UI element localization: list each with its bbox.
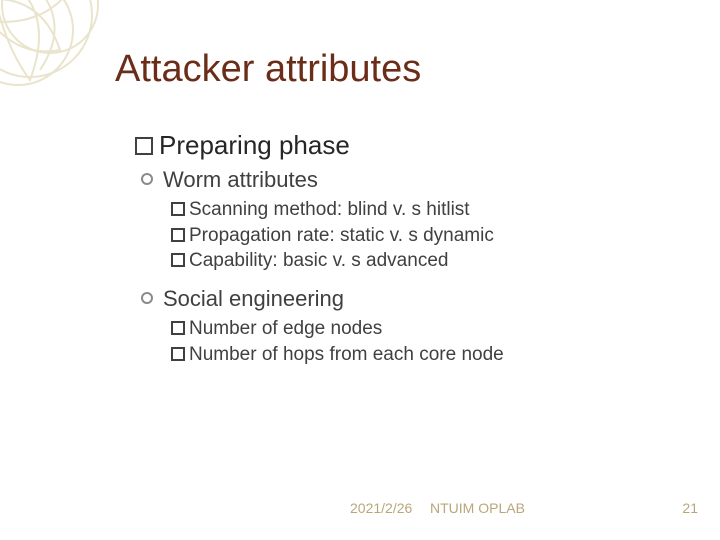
level2-item-worm: Worm attributes — [141, 167, 675, 193]
footer-date: 2021/2/26 — [350, 500, 412, 516]
square-bullet-icon — [171, 228, 185, 242]
level3-text: Capability: basic v. s advanced — [189, 250, 448, 271]
level1-label: Preparing phase — [159, 130, 350, 160]
footer-org: NTUIM OPLAB — [430, 500, 525, 516]
level3-text: Number of edge nodes — [189, 318, 382, 339]
level2-label: Worm attributes — [163, 167, 318, 192]
level2-label: Social engineering — [163, 286, 344, 311]
slide-title: Attacker attributes — [115, 48, 421, 91]
content-body: Preparing phase Worm attributes Scanning… — [135, 130, 675, 367]
level3-text: Propagation rate: static v. s dynamic — [189, 225, 494, 246]
level3-item: Propagation rate: static v. s dynamic — [171, 223, 675, 249]
square-bullet-icon — [171, 321, 185, 335]
square-bullet-icon — [135, 137, 153, 155]
square-bullet-icon — [171, 202, 185, 216]
level3-item: Number of edge nodes — [171, 316, 675, 342]
level3-item: Scanning method: blind v. s hitlist — [171, 197, 675, 223]
square-bullet-icon — [171, 347, 185, 361]
level3-text: Scanning method: blind v. s hitlist — [189, 199, 470, 220]
footer-page-number: 21 — [682, 500, 698, 516]
square-bullet-icon — [171, 253, 185, 267]
level3-text: Number of hops from each core node — [189, 344, 504, 365]
ring-bullet-icon — [141, 173, 153, 185]
level3-item: Capability: basic v. s advanced — [171, 248, 675, 274]
ring-bullet-icon — [141, 292, 153, 304]
level2-item-social: Social engineering — [141, 286, 675, 312]
level1-item: Preparing phase — [135, 130, 675, 161]
level3-item: Number of hops from each core node — [171, 342, 675, 368]
